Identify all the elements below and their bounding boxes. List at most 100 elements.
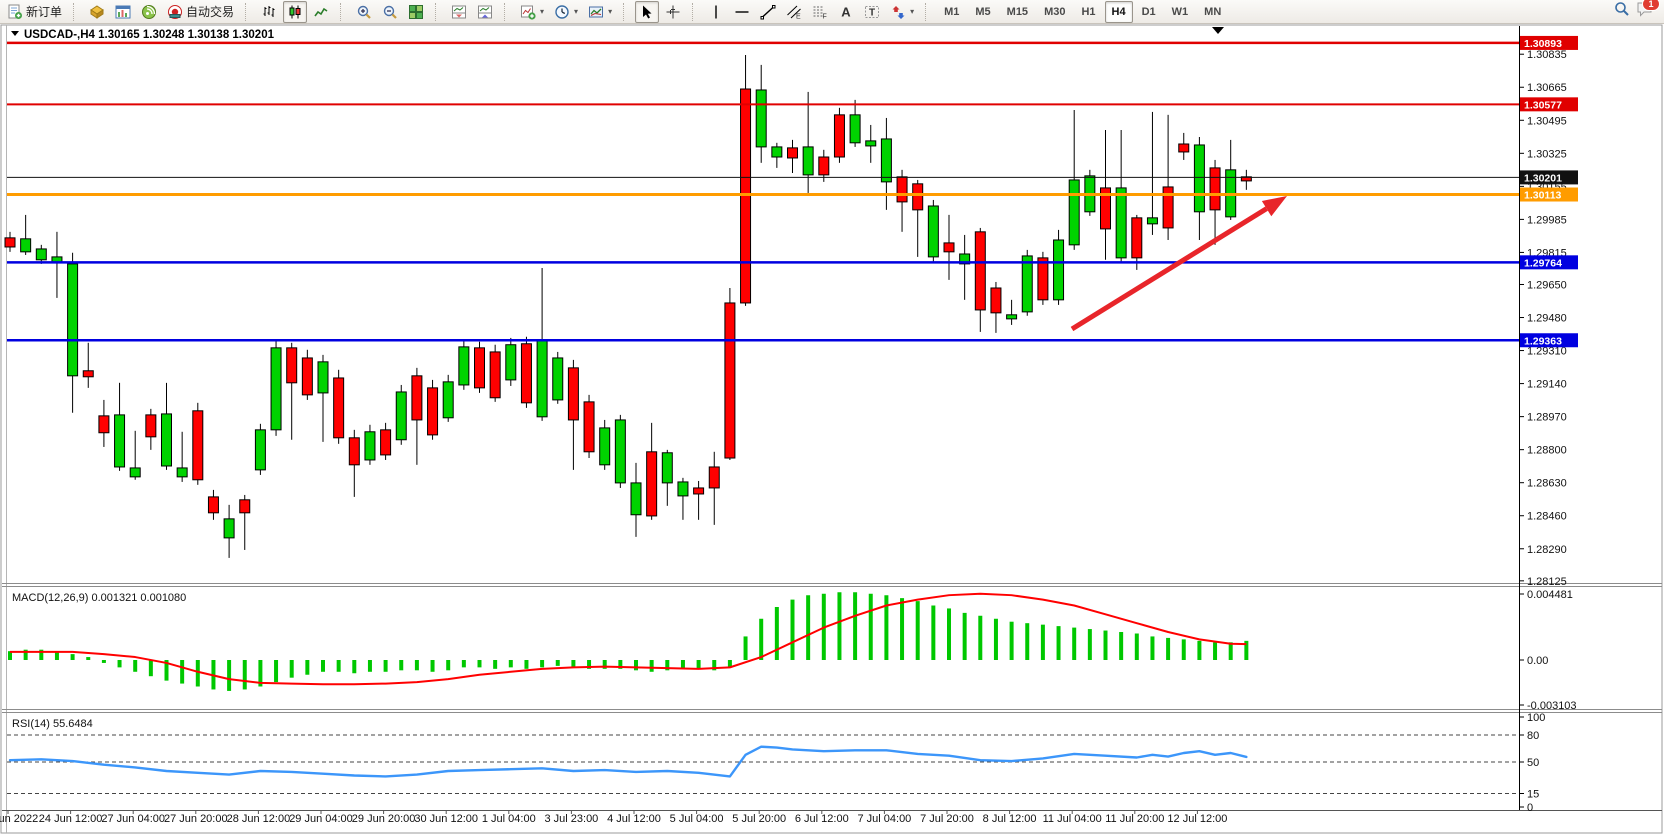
candle <box>1162 186 1174 229</box>
tile-windows-button[interactable] <box>404 1 428 23</box>
horizontal-line-button[interactable] <box>730 1 754 23</box>
line-chart-icon <box>313 4 329 20</box>
add-indicator-icon <box>520 4 536 20</box>
svg-text:E: E <box>796 13 801 20</box>
time-tick-label: 7 Jul 20:00 <box>920 813 974 825</box>
price-tick-label: 1.30835 <box>1527 49 1567 61</box>
symbol-dropdown-icon[interactable] <box>11 31 19 36</box>
fibonacci-button[interactable]: F <box>808 1 832 23</box>
timeframe-m30-button[interactable]: M30 <box>1044 5 1066 18</box>
candle <box>82 370 94 378</box>
timeframe-m5-button[interactable]: M5 <box>975 5 991 18</box>
text-button[interactable]: A <box>834 1 858 23</box>
macd-label: MACD(12,26,9) 0.001321 0.001080 <box>12 592 186 604</box>
indicator-window-alt-icon <box>477 4 493 20</box>
chevron-down-icon[interactable]: ▾ <box>910 7 915 16</box>
time-tick-label: 28 Jun 12:00 <box>227 813 291 825</box>
candle <box>1037 257 1049 301</box>
price-tick-label: 1.29480 <box>1527 313 1567 325</box>
time-tick-label: 29 Jun 20:00 <box>352 813 416 825</box>
candle <box>880 138 892 183</box>
trendline-icon <box>760 4 776 20</box>
price-tick-label: 1.28970 <box>1527 412 1567 424</box>
signals-button[interactable] <box>137 1 161 23</box>
new-order-button[interactable]: 新订单 <box>3 1 66 23</box>
price-tick-label: 1.28800 <box>1527 445 1567 457</box>
indicator-window-alt-button[interactable] <box>473 1 497 23</box>
candle <box>239 499 251 514</box>
zoom-in-icon <box>356 4 372 20</box>
timeframe-h4-button[interactable]: H4 <box>1104 0 1133 23</box>
charts-button[interactable] <box>111 1 135 23</box>
rsi-tick-label: 80 <box>1527 730 1539 742</box>
chat-button[interactable]: 1 <box>1636 0 1660 22</box>
timeframe-w1-button[interactable]: W1 <box>1171 5 1189 18</box>
charts-window-icon <box>115 4 131 20</box>
time-tick-label: 1 Jul 04:00 <box>482 813 536 825</box>
text-label-button[interactable]: T <box>860 1 884 23</box>
add-indicator-button[interactable]: ▾ <box>516 1 548 23</box>
market-button[interactable] <box>85 1 109 23</box>
candle <box>1053 239 1065 301</box>
rsi-label: RSI(14) 55.6484 <box>12 718 93 730</box>
chevron-down-icon[interactable]: ▾ <box>540 7 545 16</box>
candle <box>943 242 955 253</box>
cursor-button[interactable] <box>635 0 660 23</box>
bar-chart-button[interactable] <box>257 1 281 23</box>
candle <box>35 248 47 261</box>
chart-shift-marker[interactable] <box>1212 27 1224 34</box>
timeframe-m15-button[interactable]: M15 <box>1006 5 1029 18</box>
candlestick-chart-button[interactable] <box>283 0 308 23</box>
vertical-line-button[interactable] <box>704 1 728 23</box>
price-flag-label: 1.30893 <box>1524 38 1562 50</box>
svg-text:T: T <box>869 7 875 18</box>
candle <box>927 205 939 258</box>
timeframe-toolbar: M1 M5 M15 M30 H1 H4 D1 W1 MN <box>936 0 1229 24</box>
candle <box>708 466 720 489</box>
period-button[interactable]: ▾ <box>550 1 582 23</box>
trend-arrow-line[interactable] <box>1070 206 1268 332</box>
macd-tick-label: -0.003103 <box>1527 700 1577 712</box>
candle <box>724 302 736 459</box>
candle <box>693 487 705 495</box>
template-button[interactable]: ▾ <box>584 1 616 23</box>
timeframe-d1-button[interactable]: D1 <box>1141 5 1156 18</box>
chevron-down-icon[interactable]: ▾ <box>574 7 579 16</box>
rsi-indicator <box>7 734 1519 794</box>
equidistant-channel-button[interactable]: E <box>782 1 806 23</box>
black-price-flag <box>1520 170 1578 185</box>
time-tick-label: 30 Jun 12:00 <box>414 813 478 825</box>
indicator-window-button[interactable] <box>447 1 471 23</box>
candle <box>896 176 908 203</box>
timeframe-mn-button[interactable]: MN <box>1204 5 1222 18</box>
time-tick-label: 29 Jun 04:00 <box>289 813 353 825</box>
candle <box>254 429 266 471</box>
candle <box>98 415 110 434</box>
trend-arrow-head[interactable] <box>1261 196 1287 217</box>
macd-indicator <box>8 592 1249 691</box>
toolbar-separator <box>245 2 252 21</box>
zoom-out-button[interactable] <box>378 1 402 23</box>
timeframe-h1-button[interactable]: H1 <box>1081 5 1096 18</box>
trendline-button[interactable] <box>756 1 780 23</box>
price-chart-canvas[interactable]: 1.308351.306651.304951.303251.301551.299… <box>0 24 1664 835</box>
candle <box>4 237 16 248</box>
candle <box>176 467 188 478</box>
chart-window[interactable]: 1.30835 1.30665 1.30495 1.30325 1.30155 1.299… <box>0 24 1664 835</box>
line-chart-button[interactable] <box>309 1 333 23</box>
arrows-button[interactable]: ▾ <box>886 1 918 23</box>
search-icon[interactable] <box>1614 1 1630 22</box>
toolbar-separator <box>73 2 80 21</box>
chevron-down-icon[interactable]: ▾ <box>608 7 613 16</box>
timeframe-m1-button[interactable]: M1 <box>944 5 960 18</box>
main-toolbar: 新订单 自动交易 ▾ ▾ ▾ E F A T ▾ M1 M5 M15 M30 H1 H4 D1 W1 MN 1 <box>0 0 1664 24</box>
candle <box>411 375 423 421</box>
candle <box>959 253 971 265</box>
candle <box>818 156 830 176</box>
candle <box>1068 179 1080 246</box>
crosshair-button[interactable] <box>661 1 685 23</box>
zoom-in-button[interactable] <box>352 1 376 23</box>
candle <box>427 387 439 436</box>
autotrading-button[interactable]: 自动交易 <box>163 1 238 23</box>
toolbar-group-draw: E F A T ▾ <box>703 0 919 24</box>
